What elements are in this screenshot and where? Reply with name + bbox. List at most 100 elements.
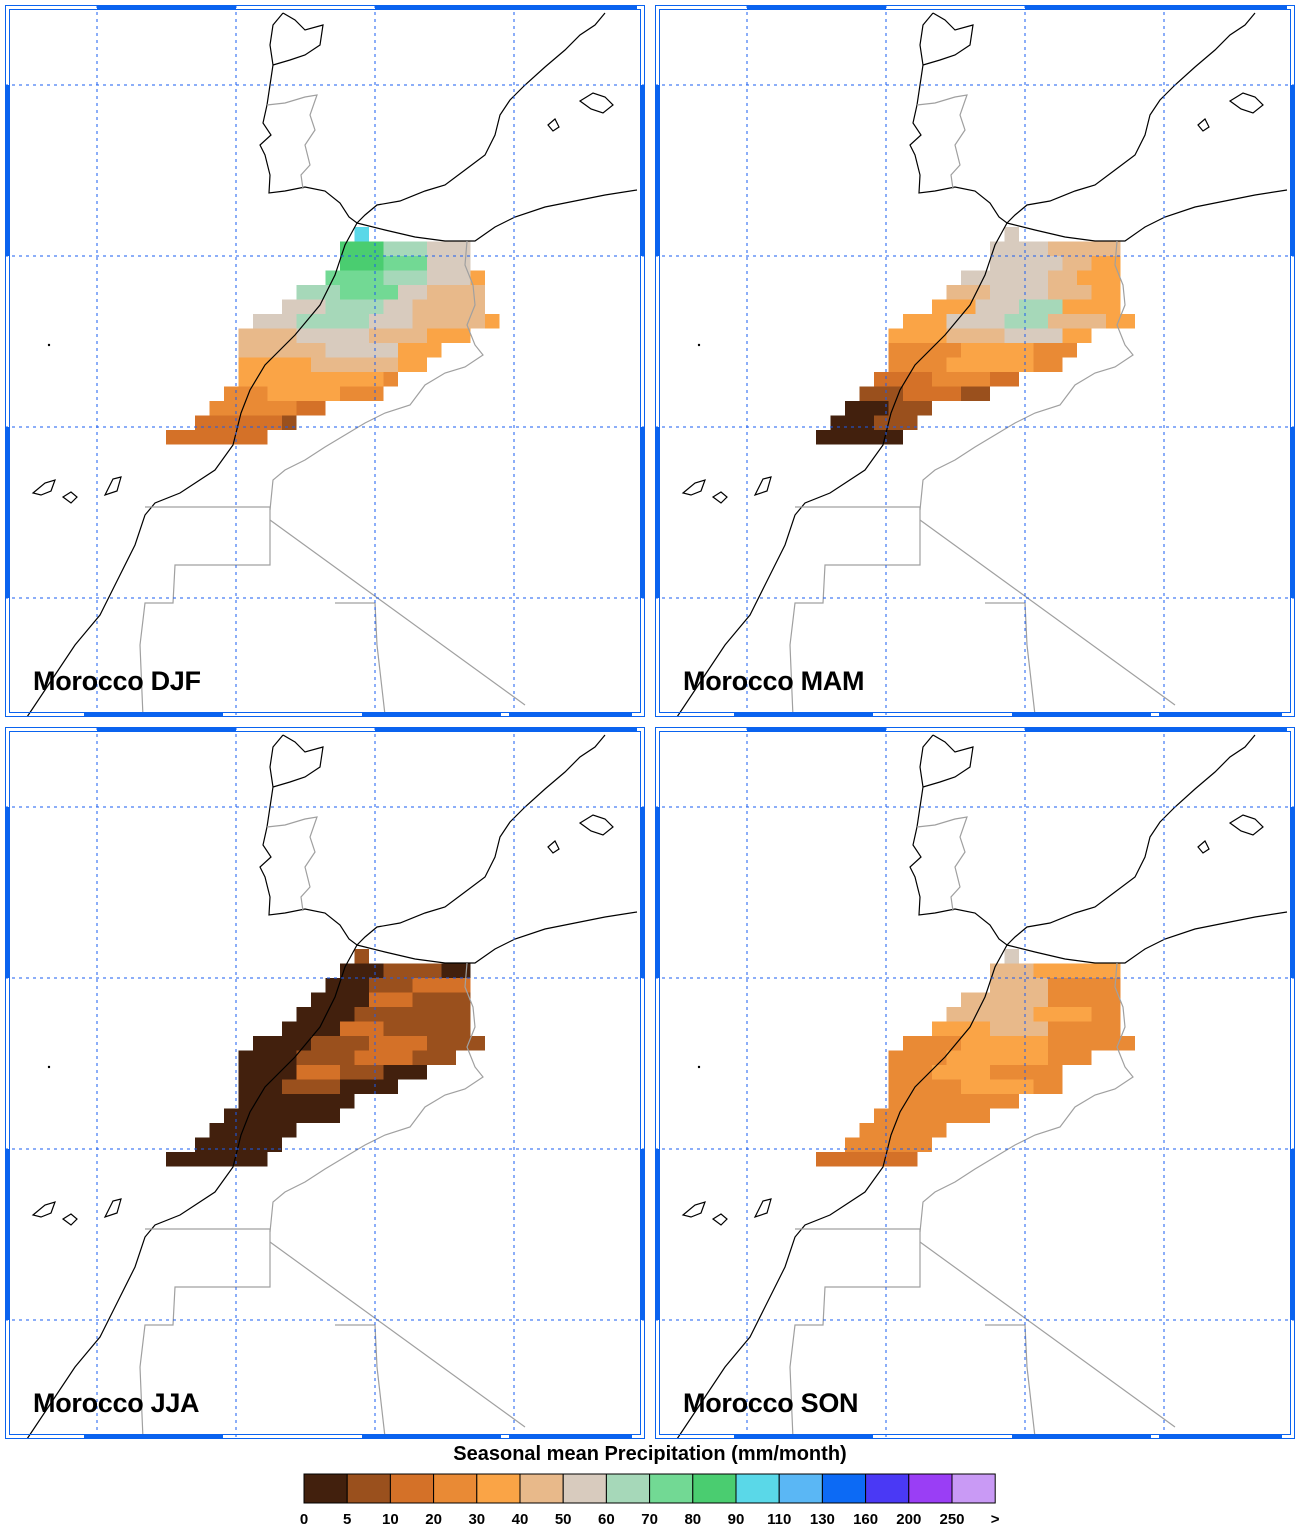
precip-cell (859, 386, 903, 401)
frame-bar (734, 1434, 873, 1439)
precip-cell (340, 1079, 398, 1094)
precip-cell (1048, 285, 1092, 300)
colorbar-tick-label: 90 (727, 1511, 745, 1528)
map-mam (655, 5, 1295, 717)
precip-cell (238, 372, 311, 387)
frame-bar (655, 1149, 660, 1320)
coastline (26, 944, 358, 1439)
colorbar-swatch (735, 1473, 780, 1504)
precip-cell (990, 256, 1063, 271)
precip-cell (354, 1050, 413, 1065)
precip-cell (1048, 978, 1121, 993)
country-border (795, 1228, 921, 1232)
precip-cell (1048, 1050, 1092, 1065)
map-frame (5, 5, 645, 717)
precip-cell (1091, 285, 1121, 300)
precip-cell (311, 1036, 369, 1051)
precip-cell (238, 1065, 297, 1080)
precip-cells (816, 227, 1135, 445)
country-border (269, 1241, 526, 1428)
precip-cell (1062, 328, 1092, 343)
coastline (922, 12, 974, 66)
precip-cell (990, 372, 1019, 387)
precip-cell (398, 1007, 471, 1022)
precip-cell (412, 978, 471, 993)
precip-cell (816, 1152, 918, 1167)
colorbar-swatch (346, 1473, 391, 1504)
precip-cell (383, 270, 427, 285)
precip-cell (325, 978, 369, 993)
precip-cell (1033, 1079, 1063, 1094)
precip-cell (874, 1108, 990, 1123)
island-dot (47, 343, 51, 347)
colorbar-tick-label: 5 (343, 1511, 352, 1528)
country-border (335, 1324, 386, 1438)
coastline (1228, 92, 1264, 114)
frame-bar (655, 807, 660, 978)
precip-cell (282, 1079, 340, 1094)
frame-bar (5, 85, 10, 256)
coastline (103, 1198, 122, 1219)
precip-cell (427, 270, 471, 285)
precip-cells (166, 949, 485, 1167)
precip-cell (311, 357, 398, 372)
coastlines (676, 12, 1288, 717)
country-border (139, 1232, 271, 1439)
precip-cell (354, 227, 369, 242)
precip-cell (903, 386, 961, 401)
precip-cell (932, 299, 976, 314)
country-border (919, 519, 1176, 706)
colorbar-tick-label: 160 (853, 1511, 879, 1528)
country-border (145, 506, 271, 510)
colorbar-swatch (433, 1473, 478, 1504)
frame-bar (640, 427, 645, 598)
precip-cell (932, 372, 990, 387)
coastline (676, 222, 1008, 717)
precip-cells (166, 227, 500, 445)
precip-cell (946, 1050, 1048, 1065)
colorbar-tick-label: 110 (767, 1511, 792, 1528)
precip-cell (888, 343, 961, 358)
colorbar-swatch (821, 1473, 867, 1504)
map-jja (5, 727, 645, 1439)
panel-son: Morocco SON (655, 727, 1295, 1439)
precip-cell (1004, 328, 1063, 343)
colorbar-tick-label: 10 (382, 1511, 399, 1528)
precip-cell (369, 314, 413, 329)
frame-bar (1159, 1434, 1282, 1439)
precip-cell (340, 241, 384, 256)
precip-cell (412, 1050, 456, 1065)
precip-cell (1033, 963, 1121, 978)
precip-cell (946, 357, 1034, 372)
precip-cell (398, 357, 427, 372)
coastline (547, 118, 560, 132)
coastline (259, 734, 606, 946)
precip-cell (1033, 357, 1063, 372)
precip-cell (1091, 1007, 1121, 1022)
panel-jja: Morocco JJA (5, 727, 645, 1439)
island-dot (697, 343, 701, 347)
coastline (31, 479, 56, 496)
frame-bar (375, 727, 514, 732)
country-border (145, 1228, 271, 1232)
colorbar-swatch (865, 1473, 910, 1504)
frame-bar (509, 712, 632, 717)
country-border (919, 962, 1134, 1233)
precip-cell (383, 256, 427, 271)
precip-cell (1004, 314, 1048, 329)
country-border (269, 519, 526, 706)
precip-cell (383, 299, 413, 314)
precip-cell (961, 992, 1048, 1007)
precip-cell (990, 963, 1034, 978)
frame-bar (84, 1434, 223, 1439)
frame-bar (5, 427, 10, 598)
precip-cell (932, 1021, 990, 1036)
coastline (578, 814, 614, 836)
coastline (578, 92, 614, 114)
precip-cell (166, 1152, 268, 1167)
colorbar-tick-label: 50 (554, 1511, 572, 1528)
precip-cell (961, 270, 1048, 285)
colorbar-tick-label: 130 (809, 1511, 835, 1528)
colorbar-swatch (389, 1473, 435, 1504)
precip-cell (961, 1036, 1048, 1051)
